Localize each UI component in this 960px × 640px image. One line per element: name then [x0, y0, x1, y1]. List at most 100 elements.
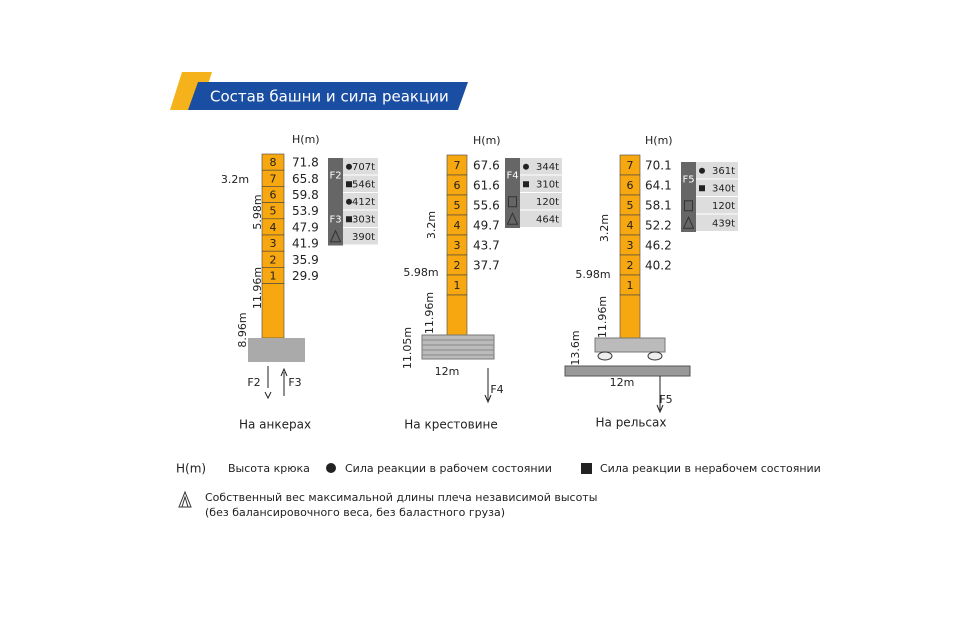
table-label-cell [505, 193, 520, 228]
square-icon [346, 181, 352, 188]
section-number: 3 [627, 239, 634, 252]
dot-icon [346, 198, 352, 205]
height-value: 65.8 [292, 172, 319, 186]
section-number: 5 [627, 199, 634, 212]
table-cell [520, 158, 562, 175]
section-number: 2 [627, 259, 634, 272]
height-value: 41.9 [292, 237, 319, 251]
height-value: 58.1 [645, 199, 672, 213]
weight-icon [329, 229, 342, 243]
height-value: 52.2 [645, 219, 672, 233]
section-number: 4 [627, 219, 634, 232]
height-value: 49.7 [473, 219, 500, 233]
height-value: 46.2 [645, 239, 672, 253]
dot-icon [326, 463, 336, 473]
weight-icon [682, 216, 695, 229]
table-value: 303t [352, 214, 375, 225]
section-number: 6 [270, 189, 277, 202]
height-unit: H(m) [292, 133, 320, 146]
table-cell [343, 228, 378, 245]
dimension: 11.05m [401, 327, 414, 369]
square-icon [346, 216, 352, 223]
section-number: 4 [270, 221, 277, 234]
section-number: 7 [270, 172, 277, 185]
dimension: 8.96m [236, 312, 249, 347]
square-icon [523, 181, 529, 188]
dimension: 3.2m [221, 173, 249, 186]
section-number: 1 [454, 279, 461, 292]
table-cell [520, 210, 562, 227]
table-value: 546t [352, 179, 375, 190]
dimension: 5.98m [403, 266, 438, 279]
section-number: 2 [454, 259, 461, 272]
legend-unit: H(m) [176, 462, 206, 476]
dimension: 11.96m [251, 267, 264, 309]
ground [564, 365, 691, 377]
section-number: 1 [270, 270, 277, 283]
table-cell [696, 197, 738, 214]
arrow [656, 376, 664, 414]
height-value: 35.9 [292, 253, 319, 267]
table-cell [696, 179, 738, 196]
table-cell [696, 162, 738, 179]
dot-icon [523, 163, 529, 170]
section-number: 3 [270, 237, 277, 250]
dimension: 5.98m [251, 194, 264, 229]
wheel [647, 351, 663, 361]
section-number: 3 [454, 239, 461, 252]
legend: H(m) Высота крюка Сила реакции в рабочем… [176, 462, 821, 520]
section-number: 7 [627, 159, 634, 172]
banner [188, 82, 468, 110]
height-value: 71.8 [292, 156, 319, 170]
table-cell [343, 158, 378, 175]
force-label: F4 [490, 383, 503, 396]
table-value: 412t [352, 197, 375, 208]
caption: На крестовине [404, 418, 497, 432]
table-value: 464t [536, 214, 559, 225]
force-label: F5 [659, 393, 672, 406]
wheel [597, 351, 613, 361]
height-value: 53.9 [292, 204, 319, 218]
mast [446, 294, 468, 336]
force-label: F3 [288, 376, 301, 389]
dimension: 12m [435, 365, 460, 378]
dot-icon [346, 163, 352, 170]
table-label-cell [681, 162, 696, 197]
table-cell [343, 210, 378, 227]
section-number: 5 [270, 205, 277, 218]
caption: На рельсах [596, 416, 667, 430]
legend-text: Сила реакции в рабочем состоянии [345, 462, 552, 475]
height-value: 29.9 [292, 269, 319, 283]
legend-text: Собственный вес максимальной длины плеча… [205, 491, 597, 504]
ballast-icon [508, 196, 517, 208]
legend-text: Сила реакции в нерабочем состоянии [600, 462, 821, 475]
section-number: 8 [270, 156, 277, 169]
dot-icon [699, 167, 705, 174]
table-label: F5 [682, 175, 694, 186]
height-value: 70.1 [645, 159, 672, 173]
table-value: 390t [352, 232, 375, 243]
table-value: 439t [712, 218, 735, 229]
foundation [248, 338, 305, 362]
table-value: 340t [712, 183, 735, 194]
section-number: 7 [454, 159, 461, 172]
arrow [484, 368, 492, 404]
height-unit: H(m) [645, 134, 673, 147]
table-cell [520, 193, 562, 210]
table-cell [696, 214, 738, 231]
table-label: F3 [329, 214, 341, 225]
rail-base [594, 337, 666, 353]
square-icon [581, 463, 592, 474]
dimension: 3.2m [598, 214, 611, 242]
dimension: 5.98m [575, 268, 610, 281]
section-number: 2 [270, 253, 277, 266]
section-number: 6 [454, 179, 461, 192]
title: Состав башни и сила реакции [210, 88, 449, 106]
height-value: 67.6 [473, 159, 500, 173]
weight-icon [178, 490, 192, 508]
height-unit: H(m) [473, 134, 501, 147]
table-cell [343, 175, 378, 192]
mast [619, 294, 641, 339]
table-value: 344t [536, 162, 559, 173]
